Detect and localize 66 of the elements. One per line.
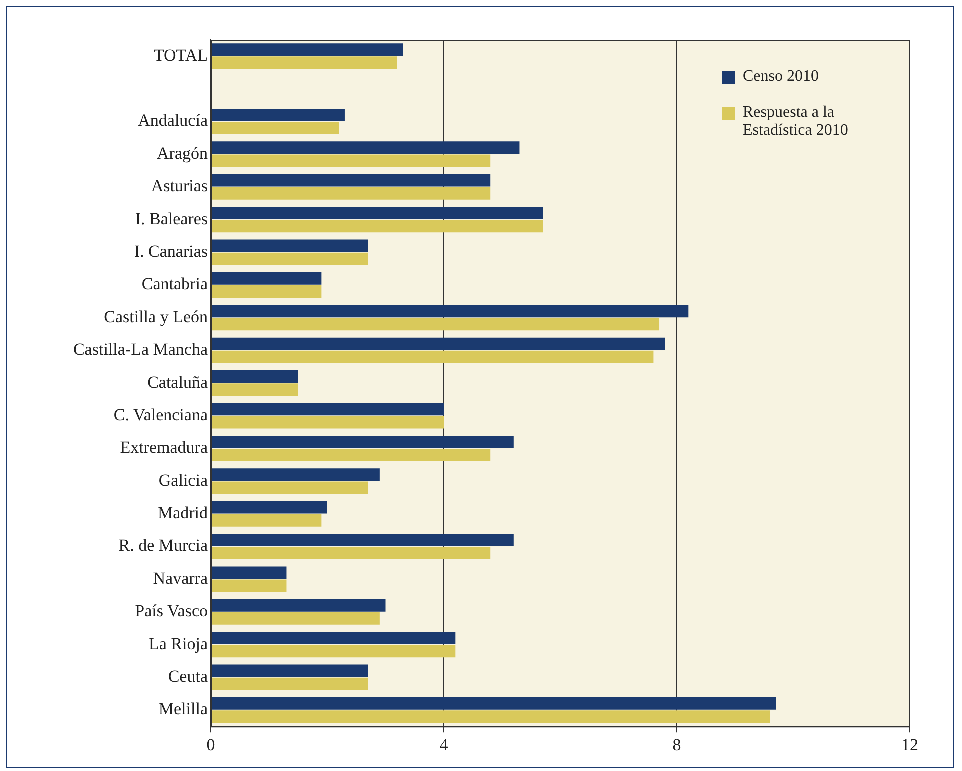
y-tick-label: Ceuta (168, 667, 208, 686)
bar (212, 370, 298, 383)
bar (212, 416, 444, 429)
bar (212, 108, 345, 122)
bar (212, 664, 368, 678)
bar (212, 449, 491, 462)
bar (212, 44, 404, 56)
bar (212, 612, 380, 625)
bar (212, 252, 368, 266)
y-tick-label: La Rioja (148, 634, 208, 654)
bar (212, 318, 660, 331)
bar (212, 174, 491, 187)
bar (212, 698, 776, 710)
y-tick-label: TOTAL (154, 46, 208, 65)
bar (212, 645, 456, 658)
y-tick-label: Melilla (158, 700, 208, 719)
bar (212, 272, 322, 285)
x-tick-label: 4 (440, 735, 449, 754)
bar (212, 187, 491, 200)
y-tick-label: Castilla-La Mancha (73, 340, 208, 360)
y-tick-label: I. Canarias (134, 242, 208, 261)
y-tick-label: R. de Murcia (118, 536, 208, 556)
y-tick-label: Extremadura (120, 438, 208, 458)
y-tick-label: Castilla y León (104, 307, 208, 326)
bar (212, 566, 287, 580)
bar (212, 384, 298, 396)
bar (212, 338, 666, 350)
y-tick-label: C. Valenciana (114, 405, 208, 424)
y-tick-label: Madrid (158, 504, 208, 523)
bar (212, 710, 770, 724)
y-tick-label: Cataluña (148, 372, 208, 392)
bar (212, 305, 689, 318)
bar (212, 154, 491, 168)
bar (212, 501, 328, 514)
x-tick-label: 12 (902, 735, 918, 754)
bar (212, 436, 514, 448)
bar (212, 580, 287, 592)
y-tick-label: Navarra (153, 568, 208, 588)
bar (212, 678, 368, 690)
y-tick-label: Galicia (158, 470, 208, 490)
x-tick-label: 0 (206, 735, 216, 754)
bar (212, 56, 398, 70)
bar (212, 350, 654, 364)
bar (212, 207, 544, 220)
bar (212, 142, 520, 154)
bar (212, 286, 322, 298)
bar (212, 599, 386, 612)
y-tick-label: I. Baleares (135, 209, 208, 228)
bar (212, 403, 444, 416)
bar (212, 240, 368, 252)
bar (212, 534, 514, 546)
y-tick-label: Aragón (157, 144, 208, 163)
legend-label: Respuesta a la Estadística 2010 (743, 104, 850, 140)
y-tick-label: Cantabria (142, 274, 208, 294)
bar (212, 632, 456, 645)
bar (212, 482, 368, 494)
bar (212, 514, 322, 527)
y-tick-label: Andalucía (138, 111, 208, 130)
bar (212, 547, 491, 560)
legend-label: Censo 2010 (743, 68, 819, 86)
bar (212, 220, 544, 233)
y-tick-label: Asturias (151, 176, 208, 196)
bar (212, 468, 380, 482)
bar (212, 122, 340, 134)
y-tick-label: País Vasco (135, 602, 208, 621)
x-tick-label: 8 (672, 735, 682, 754)
